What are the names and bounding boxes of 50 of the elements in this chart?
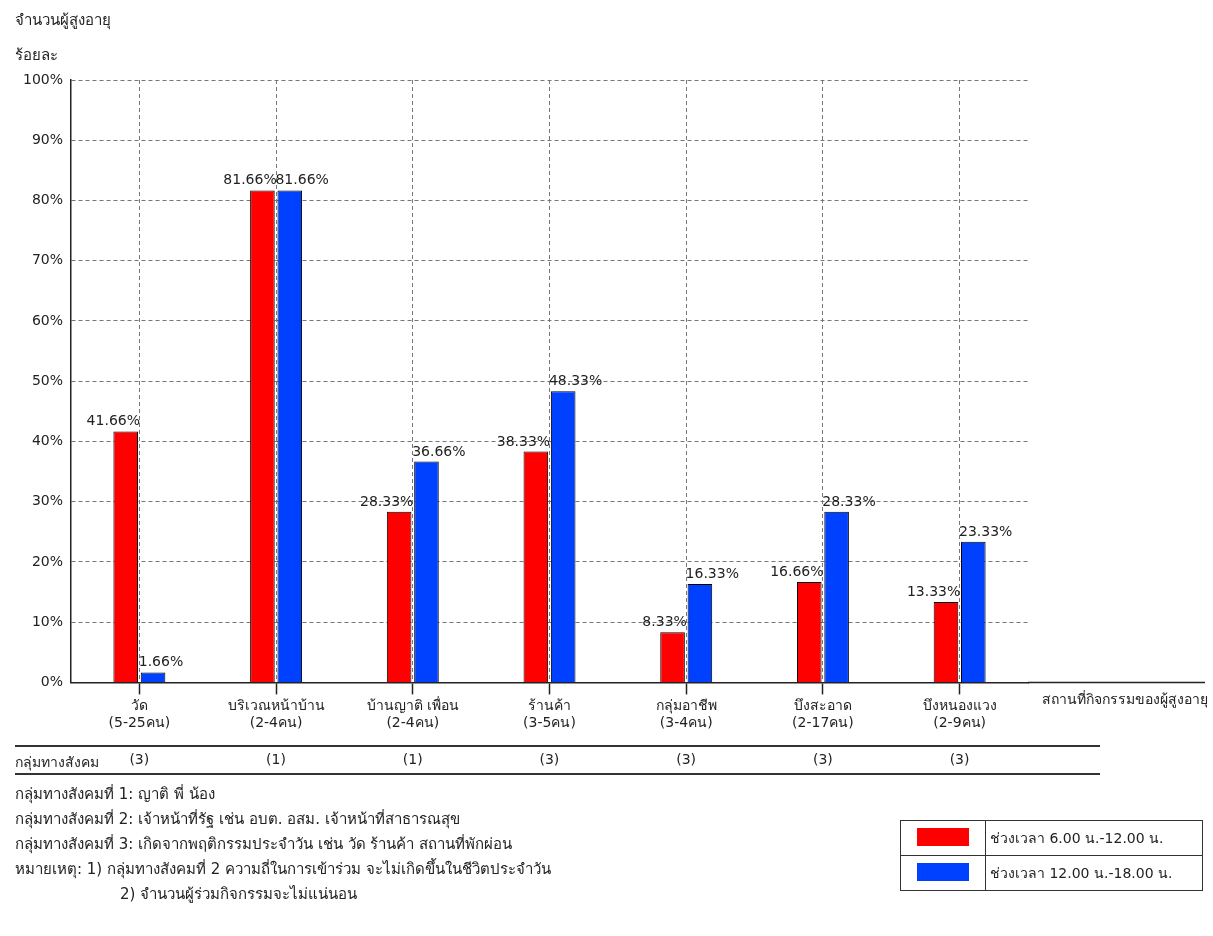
y-tick-label: 30% — [31, 492, 64, 509]
chart-title: จำนวนผู้สูงอายุ — [15, 11, 111, 30]
data-label: 38.33% — [496, 432, 551, 449]
y-tick-label: 80% — [31, 191, 64, 208]
text: (1) — [266, 751, 286, 767]
data-label: 81.66% — [275, 171, 329, 188]
text: (3) — [949, 751, 970, 767]
text: กลุ่มทางสังคม — [15, 753, 99, 773]
data-label: 48.33% — [548, 372, 603, 389]
y-tick-label: 90% — [31, 130, 64, 147]
x-tick-label: ร้านค้า (3-5คน) — [523, 697, 576, 731]
data-label: 28.33% — [822, 492, 876, 509]
y-tick-label: 10% — [31, 612, 64, 629]
y-tick-label: 60% — [31, 311, 64, 328]
data-label: 81.66% — [223, 171, 277, 188]
x-axis-title: สถานที่กิจกรรมของผู้สูงอายุ — [1042, 690, 1208, 709]
data-label: 16.66% — [770, 563, 824, 580]
data-label: 36.66% — [412, 442, 466, 459]
x-tick-label: บึงหนองแวง (2-9คน) — [922, 697, 997, 731]
legend-label: ช่วงเวลา 6.00 น.-12.00 น. — [985, 820, 1203, 856]
text: (3) — [129, 751, 150, 767]
text: (3) — [676, 751, 697, 767]
text: กลุ่มทางสังคมที่ 3: เกิดจากพฤติกรรมประจำวัน เช่น วัด ร้านค้า สถานที่พักผ่อน — [15, 833, 514, 856]
data-label: 16.33% — [685, 565, 739, 582]
y-tick-label: 50% — [31, 371, 64, 388]
data-label: 41.66% — [86, 412, 141, 429]
y-axis-title: ร้อยละ — [15, 46, 58, 64]
y-tick-label: 100% — [22, 70, 64, 87]
data-label: 8.33% — [642, 613, 687, 630]
x-tick-label: กลุ่มอาชีพ (3-4คน) — [655, 697, 717, 731]
text: กลุ่มทางสังคมที่ 1: ญาติ พี่ น้อง — [15, 783, 216, 806]
data-label: 28.33% — [360, 492, 414, 509]
x-tick-label: บริเวณหน้าบ้าน (2-4คน) — [227, 697, 325, 731]
text: กลุ่มทางสังคมที่ 2: เจ้าหน้าที่รัฐ เช่น อบต. อสม. เจ้าหน้าที่สาธารณสุข — [15, 808, 461, 831]
data-label: 1.66% — [138, 653, 184, 670]
x-tick-label: วัด (5-25คน) — [108, 697, 171, 731]
x-tick-label: บ้านญาติ เพื่อน (2-4คน) — [366, 696, 460, 731]
text: (3) — [539, 751, 560, 767]
text: (3) — [812, 751, 833, 767]
x-tick-label: บึงสะอาด (2-17คน) — [792, 697, 854, 731]
y-tick-label: 20% — [31, 552, 64, 569]
y-tick-label: 0% — [40, 673, 64, 690]
text: (1) — [402, 751, 423, 767]
text: หมายเหตุ: 1) กลุ่มทางสังคมที่ 2 ความถี่ในการเข้าร่วม จะไม่เกิดขึ้นในชีวิตประจำวัน — [15, 857, 551, 881]
y-tick-label: 70% — [31, 251, 64, 268]
legend-label: ช่วงเวลา 12.00 น.-18.00 น. — [985, 855, 1203, 891]
y-tick-label: 40% — [31, 432, 64, 449]
data-label: 23.33% — [959, 522, 1013, 539]
data-label: 13.33% — [906, 583, 961, 600]
text: 2) จำนวนผู้ร่วมกิจกรรมจะไม่แน่นอน — [119, 884, 359, 905]
